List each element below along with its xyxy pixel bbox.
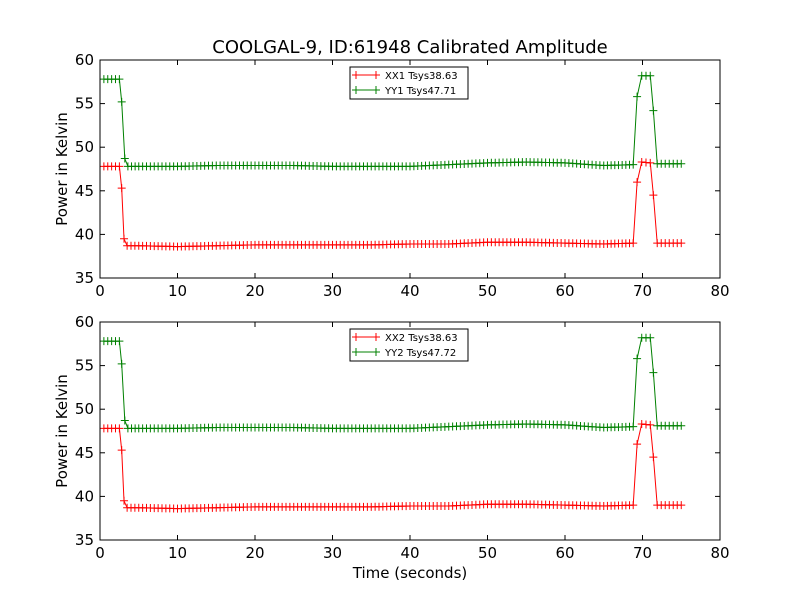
data-point-marker <box>629 422 638 431</box>
data-point-marker <box>117 446 126 455</box>
y-tick-label: 60 <box>75 313 94 331</box>
data-point-marker <box>677 501 686 510</box>
data-point-marker <box>649 453 658 462</box>
y-tick-label: 45 <box>75 182 94 200</box>
legend-entry-label: XX2 Tsys38.63 <box>385 333 458 344</box>
data-point-marker <box>120 154 129 163</box>
legend-entry-label: YY2 Tsys47.72 <box>384 348 456 359</box>
legend-marker <box>352 348 360 356</box>
figure-title: COOLGAL-9, ID:61948 Calibrated Amplitude <box>212 37 608 58</box>
x-tick-label: 40 <box>400 544 419 562</box>
data-point-marker <box>646 333 655 342</box>
legend: XX1 Tsys38.63 YY1 Tsys47.71 <box>349 66 469 100</box>
x-tick-label: 20 <box>245 282 264 300</box>
data-point-marker <box>646 71 655 80</box>
y-tick-label: 50 <box>75 400 94 418</box>
data-point-marker <box>120 496 129 505</box>
x-tick-label: 70 <box>633 282 652 300</box>
x-tick-label: 80 <box>710 544 729 562</box>
y-tick-label: 60 <box>75 51 94 69</box>
data-point-marker <box>120 416 129 425</box>
x-tick-label: 70 <box>633 544 652 562</box>
x-tick-label: 40 <box>400 282 419 300</box>
data-point-marker <box>633 354 642 363</box>
x-tick-label: 10 <box>168 282 187 300</box>
data-point-marker <box>629 160 638 169</box>
x-tick-label: 0 <box>95 544 105 562</box>
legend: XX2 Tsys38.63 YY2 Tsys47.72 <box>349 328 469 362</box>
data-point-marker <box>633 178 642 187</box>
legend-marker <box>352 333 360 341</box>
data-point-marker <box>115 75 124 84</box>
legend-marker <box>372 86 380 94</box>
legend-marker <box>372 333 380 341</box>
x-tick-label: 50 <box>478 282 497 300</box>
data-point-marker <box>117 359 126 368</box>
data-point-marker <box>646 420 655 429</box>
legend-marker <box>372 71 380 79</box>
y-tick-label: 50 <box>75 138 94 156</box>
data-point-marker <box>115 424 124 433</box>
chart-panel-2: 0 10 20 30 40 50 60 70 80 35 40 45 50 55 60 Power in Ke… <box>53 313 730 582</box>
data-point-marker <box>633 92 642 101</box>
y-tick-label: 45 <box>75 444 94 462</box>
x-tick-label: 60 <box>555 282 574 300</box>
chart-panel-1: 0 10 20 30 40 50 60 70 80 35 40 45 50 55 60 Power in Ke… <box>53 51 730 300</box>
data-point-marker <box>649 368 658 377</box>
data-point-marker <box>117 97 126 106</box>
y-tick-label: 55 <box>75 95 94 113</box>
data-point-marker <box>629 501 638 510</box>
legend-marker <box>372 348 380 356</box>
data-point-marker <box>629 239 638 248</box>
x-tick-label: 10 <box>168 544 187 562</box>
legend-entry-label: YY1 Tsys47.71 <box>384 86 456 97</box>
y-axis-label: Power in Kelvin <box>53 374 71 488</box>
data-point-marker <box>120 234 129 243</box>
x-tick-label: 0 <box>95 282 105 300</box>
data-point-marker <box>649 106 658 115</box>
legend-entry-label: XX1 Tsys38.63 <box>385 71 458 82</box>
data-point-marker <box>646 158 655 167</box>
series-line <box>103 423 682 510</box>
series-line <box>103 161 682 248</box>
legend-marker <box>352 71 360 79</box>
data-point-marker <box>117 184 126 193</box>
y-axis-label: Power in Kelvin <box>53 112 71 226</box>
y-tick-label: 35 <box>75 269 94 287</box>
x-tick-label: 60 <box>555 544 574 562</box>
x-tick-label: 30 <box>323 544 342 562</box>
legend-box <box>349 66 469 100</box>
y-tick-label: 40 <box>75 225 94 243</box>
data-point-marker <box>633 440 642 449</box>
y-tick-label: 40 <box>75 487 94 505</box>
data-point-marker <box>677 159 686 168</box>
data-point-marker <box>115 337 124 346</box>
x-tick-label: 20 <box>245 544 264 562</box>
x-tick-label: 80 <box>710 282 729 300</box>
data-point-marker <box>677 421 686 430</box>
x-axis-label: Time (seconds) <box>352 564 468 582</box>
y-tick-label: 35 <box>75 531 94 549</box>
data-point-marker <box>677 239 686 248</box>
x-tick-label: 30 <box>323 282 342 300</box>
y-tick-label: 55 <box>75 357 94 375</box>
x-tick-label: 50 <box>478 544 497 562</box>
legend-marker <box>352 86 360 94</box>
legend-box <box>349 328 469 362</box>
data-point-marker <box>649 191 658 200</box>
data-point-marker <box>115 162 124 171</box>
